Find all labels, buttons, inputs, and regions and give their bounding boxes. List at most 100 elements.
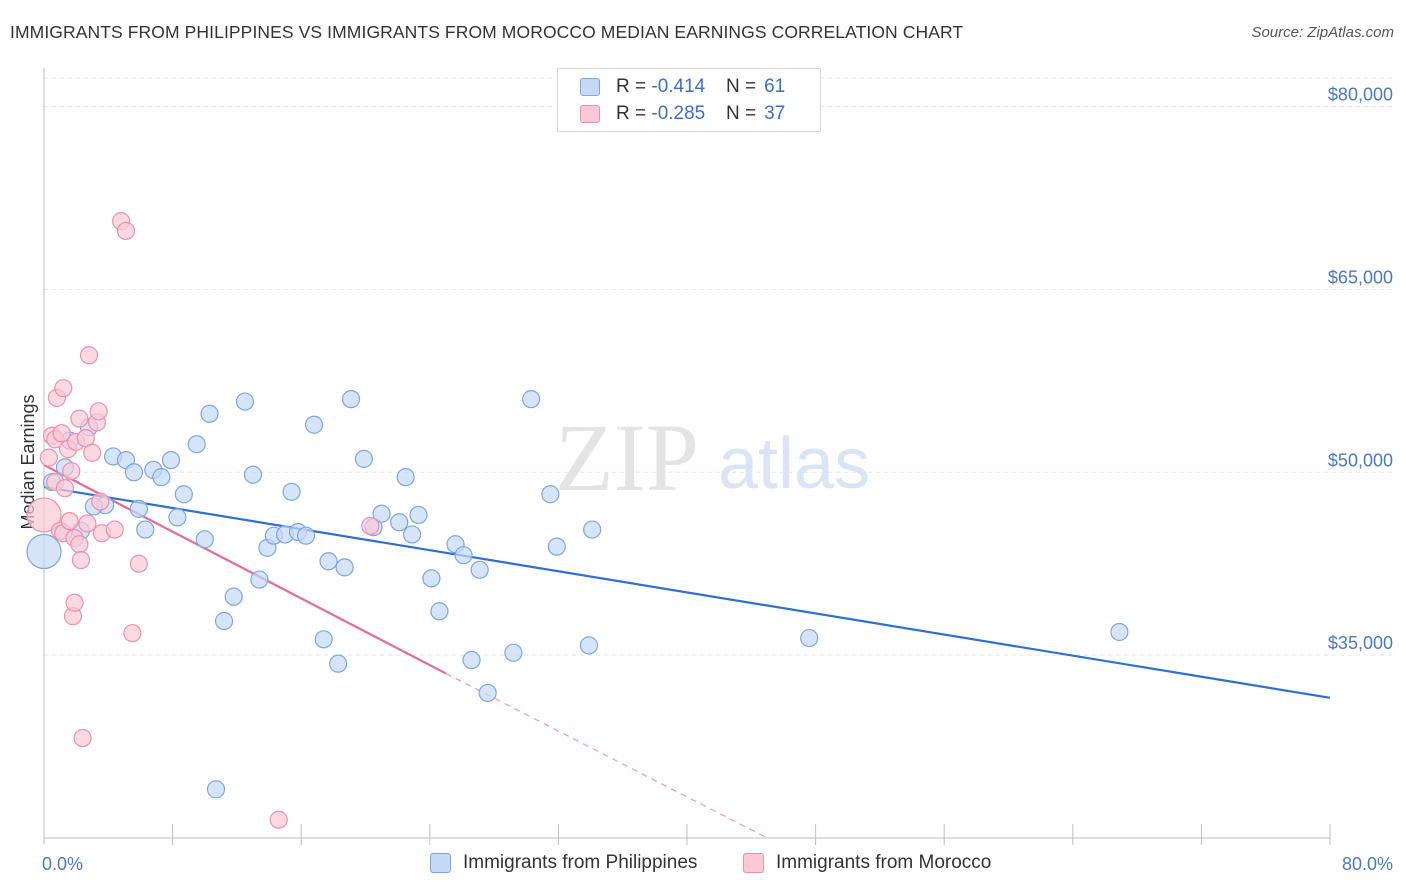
philippines-point — [430, 602, 449, 621]
y-tick-label: $35,000 — [1328, 633, 1393, 653]
series-legend-morocco: Immigrants from Morocco — [743, 852, 991, 874]
legend-r-value: -0.285 — [651, 103, 706, 124]
watermark: ZIP atlas — [555, 404, 870, 511]
morocco-point — [54, 379, 73, 398]
philippines-point — [478, 683, 497, 703]
philippines-point — [504, 643, 523, 662]
morocco-point — [39, 448, 58, 467]
philippines-point — [454, 546, 473, 565]
y-tick-label: $80,000 — [1328, 85, 1393, 105]
morocco-point — [26, 497, 62, 533]
morocco-point — [91, 492, 110, 511]
watermark-atlas: atlas — [718, 424, 870, 504]
morocco-point — [83, 443, 102, 462]
legend-n-value: 61 — [764, 76, 786, 97]
philippines-point — [314, 630, 333, 649]
philippines-point — [161, 450, 181, 470]
y-axis-label: Median Earnings — [18, 394, 38, 529]
philippines-point — [319, 552, 338, 571]
morocco-point — [269, 810, 288, 829]
philippines-point — [409, 505, 428, 525]
x-tick-labels: 0.0% 80.0% — [42, 854, 1393, 874]
morocco-point — [73, 728, 92, 748]
morocco-point — [55, 479, 74, 498]
philippines-point — [579, 636, 599, 655]
legend-r-label: R = — [616, 103, 652, 124]
x-tick-label: 80.0% — [1342, 854, 1393, 874]
source-credit: Source: ZipAtlas.com — [1251, 24, 1394, 41]
philippines-point — [341, 390, 361, 409]
philippines-point — [187, 435, 206, 454]
philippines-point — [195, 530, 214, 549]
y-tick-label: $50,000 — [1328, 450, 1393, 470]
philippines-point — [174, 485, 193, 504]
y-tick-labels: $35,000 $50,000 $65,000 $80,000 — [1328, 85, 1393, 654]
philippines-point — [329, 654, 348, 673]
legend-n-label: N = — [726, 76, 757, 97]
series-legend-label: Immigrants from Morocco — [776, 852, 992, 873]
philippines-point — [250, 570, 269, 589]
philippines-point — [396, 468, 415, 487]
series-legend: Immigrants from Philippines Immigrants f… — [0, 852, 1406, 878]
legend-row-philippines: R = -0.414 N = 61 — [580, 73, 785, 101]
morocco-point — [70, 409, 89, 428]
philippines-point — [541, 485, 560, 504]
philippines-point — [200, 404, 219, 423]
philippines-point — [124, 463, 144, 482]
morocco-point — [71, 550, 91, 570]
philippines-point — [296, 526, 316, 545]
philippines-point — [800, 628, 819, 648]
morocco-point — [116, 221, 136, 241]
x-tick-label: 0.0% — [42, 854, 83, 874]
morocco-point — [79, 346, 99, 365]
philippines-point — [224, 587, 243, 606]
correlation-legend: R = -0.414 N = 61 R = -0.285 N = 37 — [557, 68, 821, 132]
morocco-point — [123, 624, 142, 643]
morocco-point — [89, 402, 108, 421]
philippines-point — [129, 499, 148, 518]
philippines-point — [214, 611, 234, 631]
philippines-point — [1110, 622, 1129, 642]
morocco-point — [78, 514, 97, 533]
morocco-point — [62, 461, 81, 481]
philippines-trend-line — [43, 485, 1331, 699]
morocco-point — [361, 516, 380, 536]
morocco-point — [52, 424, 71, 443]
philippines-swatch — [430, 853, 451, 873]
legend-n-value: 37 — [764, 103, 786, 124]
philippines-point — [243, 465, 263, 484]
legend-r-label: R = — [616, 76, 652, 97]
series-legend-philippines: Immigrants from Philippines — [430, 852, 697, 874]
morocco-point — [60, 511, 79, 531]
philippines-point — [547, 537, 566, 556]
philippines-point — [583, 520, 602, 539]
series-legend-label: Immigrants from Philippines — [463, 852, 698, 873]
chart-title: IMMIGRANTS FROM PHILIPPINES VS IMMIGRANT… — [10, 22, 964, 42]
philippines-point — [372, 504, 391, 523]
philippines-point — [206, 780, 226, 799]
philippines-point — [136, 520, 155, 539]
philippines-point — [390, 513, 409, 532]
philippines-point — [403, 525, 422, 544]
trend-lines — [43, 463, 1331, 839]
philippines-point — [422, 569, 441, 588]
philippines-point — [282, 482, 301, 501]
philippines-point — [462, 650, 481, 670]
morocco-point — [105, 520, 124, 539]
philippines-point — [26, 533, 62, 570]
y-tick-label: $65,000 — [1328, 267, 1393, 287]
morocco-point — [70, 535, 89, 554]
philippines-point — [470, 560, 489, 579]
philippines-point — [235, 392, 255, 411]
legend-r-value: -0.414 — [651, 76, 706, 97]
philippines-point — [354, 449, 373, 468]
morocco-point — [65, 593, 84, 612]
legend-row-morocco: R = -0.285 N = 37 — [580, 100, 785, 128]
morocco-swatch — [743, 853, 764, 873]
morocco-swatch — [580, 105, 600, 123]
philippines-point — [304, 415, 324, 434]
legend-n-label: N = — [726, 103, 757, 124]
philippines-point — [521, 390, 541, 409]
morocco-trend-extension — [445, 672, 768, 839]
